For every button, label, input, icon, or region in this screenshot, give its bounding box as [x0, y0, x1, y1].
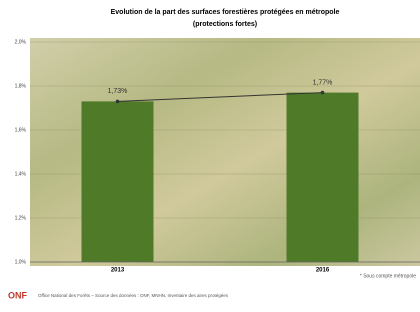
value-label: 1,73% [108, 88, 128, 95]
chart: Evolution de la part des surfaces forest… [0, 0, 420, 307]
footnote: * Sous compte métropole [360, 273, 416, 279]
y-tick-label: 1,0% [15, 259, 27, 265]
line-point [321, 91, 325, 95]
x-tick-label: 2013 [111, 268, 125, 274]
line-point [116, 100, 120, 104]
y-tick-label: 1,4% [15, 171, 27, 177]
bar [82, 101, 154, 262]
y-tick-label: 1,2% [15, 215, 27, 221]
page: Evolution de la part des surfaces forest… [0, 0, 420, 312]
value-label: 1,77% [313, 79, 333, 86]
x-tick-label: 2016 [316, 268, 330, 274]
y-tick-label: 1,8% [15, 83, 27, 89]
logo: ONF [8, 290, 28, 300]
chart-title: Evolution de la part des surfaces forest… [111, 9, 340, 16]
source: Office National des Forêts – Source des … [38, 293, 229, 298]
y-tick-label: 2,0% [15, 39, 27, 45]
bar [287, 93, 359, 262]
y-tick-label: 1,6% [15, 127, 27, 133]
chart-subtitle: (protections fortes) [193, 21, 257, 28]
